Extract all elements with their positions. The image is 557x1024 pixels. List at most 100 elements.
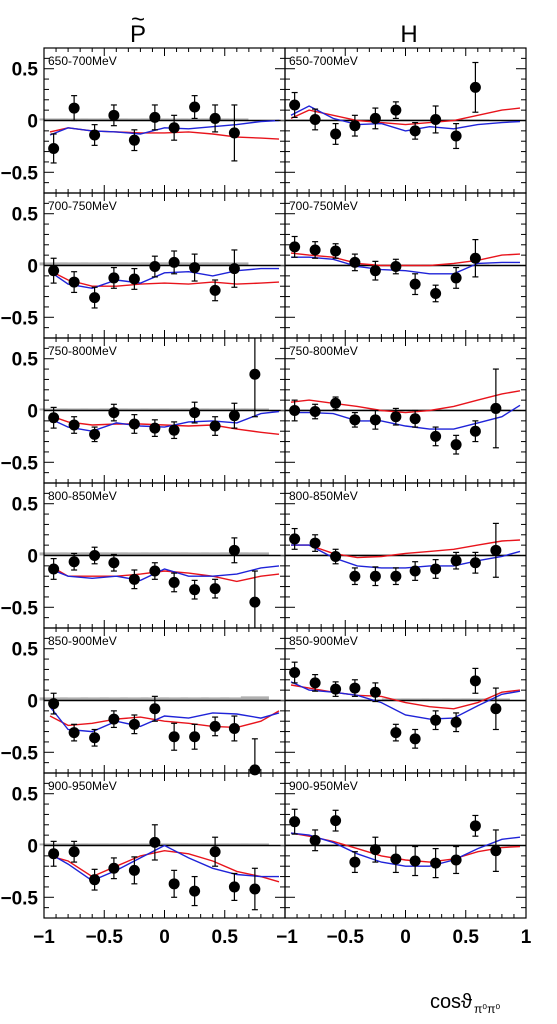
data-point xyxy=(189,885,201,897)
data-points xyxy=(289,61,481,150)
y-tick-label: 0 xyxy=(27,402,38,423)
data-point xyxy=(490,544,502,556)
y-tick-label: 0.5 xyxy=(12,640,39,661)
data-point xyxy=(48,142,60,154)
data-point xyxy=(209,420,221,432)
data-point xyxy=(289,667,301,679)
data-point xyxy=(369,570,381,582)
data-point xyxy=(48,563,60,575)
x-axis-title-symbol: ϑ xyxy=(461,991,472,1013)
model-curve-red xyxy=(290,390,521,414)
data-point xyxy=(128,718,140,730)
energy-bin-label: 700-750MeV xyxy=(289,199,358,213)
data-point xyxy=(309,537,321,549)
systematic-bar xyxy=(120,408,149,411)
y-ticks xyxy=(284,773,527,918)
y-tick-label: 0.5 xyxy=(12,495,39,516)
data-points xyxy=(48,537,261,628)
y-ticks xyxy=(284,628,527,773)
systematic-bar xyxy=(240,696,269,701)
model-curve-blue xyxy=(49,706,280,733)
data-point xyxy=(89,550,101,561)
data-point xyxy=(168,122,180,134)
energy-bin-label: 750-800MeV xyxy=(289,344,358,358)
systematic-bar xyxy=(120,552,149,556)
data-point xyxy=(189,262,201,274)
energy-bin-label: 800-850MeV xyxy=(48,489,117,503)
data-point xyxy=(349,682,361,694)
data-point xyxy=(48,848,60,860)
model-curve-red xyxy=(49,849,280,883)
y-tick-label: −0.5 xyxy=(0,888,38,909)
data-point xyxy=(108,272,120,284)
data-point xyxy=(309,406,321,418)
data-point xyxy=(490,703,502,715)
data-point xyxy=(289,816,301,828)
data-point xyxy=(330,551,342,563)
x-tick-label: −0.5 xyxy=(85,927,123,948)
data-point xyxy=(469,675,481,687)
systematic-bar xyxy=(80,697,109,701)
x-tick-label: 0 xyxy=(159,927,170,948)
data-point xyxy=(189,584,201,596)
data-points xyxy=(289,368,502,455)
data-point xyxy=(469,425,481,437)
systematic-bar xyxy=(60,408,89,411)
data-point xyxy=(390,411,402,423)
data-point xyxy=(128,134,140,146)
model-curve-red xyxy=(49,565,280,583)
model-curve-red xyxy=(290,107,521,126)
model-curve-red xyxy=(49,710,280,729)
data-point xyxy=(369,686,381,698)
data-point xyxy=(369,844,381,856)
data-point xyxy=(149,111,161,123)
systematic-bar xyxy=(240,552,269,556)
data-point xyxy=(330,245,342,257)
data-point xyxy=(149,565,161,577)
systematic-bar xyxy=(80,262,109,266)
data-point xyxy=(309,834,321,846)
data-points xyxy=(289,661,502,749)
data-point xyxy=(209,846,221,858)
data-point xyxy=(128,273,140,285)
y-tick-label: 0 xyxy=(27,112,38,133)
data-point xyxy=(48,412,60,424)
data-point xyxy=(149,836,161,848)
data-point xyxy=(330,397,342,409)
data-point xyxy=(228,410,240,422)
systematic-bar xyxy=(120,262,149,266)
data-point xyxy=(128,418,140,430)
data-point xyxy=(228,722,240,734)
data-point xyxy=(369,112,381,124)
y-tick-label: 0.5 xyxy=(12,205,39,226)
data-points xyxy=(289,522,502,587)
data-point xyxy=(409,278,421,290)
systematic-bar xyxy=(240,843,269,846)
data-point xyxy=(309,677,321,689)
data-point xyxy=(330,683,342,695)
systematic-bar xyxy=(60,697,89,701)
y-ticks xyxy=(43,338,286,483)
data-point xyxy=(430,714,442,726)
systematic-bar xyxy=(140,408,169,411)
model-curve-blue xyxy=(291,404,521,430)
data-point xyxy=(309,113,321,125)
data-points xyxy=(48,338,261,443)
y-ticks xyxy=(284,48,527,193)
systematic-bar xyxy=(160,552,189,556)
y-tick-label: −0.5 xyxy=(0,453,38,474)
model-curve-red xyxy=(291,539,521,559)
data-points xyxy=(48,249,240,309)
data-point xyxy=(249,764,261,776)
data-point xyxy=(108,713,120,725)
data-point xyxy=(68,846,80,858)
data-point xyxy=(209,284,221,296)
systematic-bar xyxy=(39,552,68,556)
data-point xyxy=(390,727,402,739)
y-ticks xyxy=(43,628,286,773)
data-point xyxy=(430,113,442,125)
data-point xyxy=(390,104,402,116)
systematic-bar xyxy=(180,552,209,556)
systematic-bar xyxy=(160,843,189,846)
